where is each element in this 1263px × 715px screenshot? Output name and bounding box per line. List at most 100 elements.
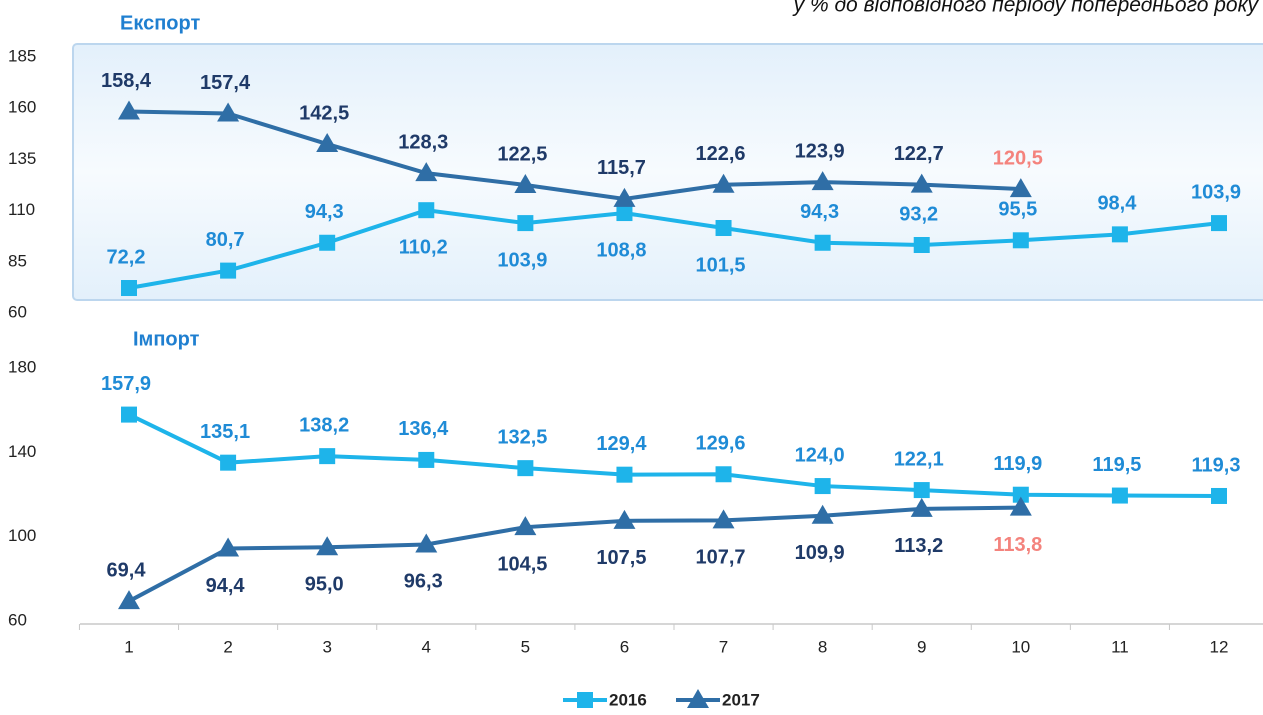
marker [1111, 487, 1128, 504]
data-label: 103,9 [497, 249, 547, 271]
data-label: 157,9 [101, 373, 151, 395]
data-label: 95,0 [305, 573, 344, 595]
legend-marker [687, 689, 709, 708]
marker [415, 162, 438, 182]
marker [1012, 232, 1029, 249]
data-label: 94,3 [305, 201, 344, 223]
data-label: 93,2 [899, 203, 938, 225]
marker [514, 516, 537, 536]
data-label: 119,9 [993, 453, 1042, 475]
line [128, 505, 1021, 603]
x-tick-label: 10 [1011, 637, 1030, 656]
legend-label: 2017 [722, 690, 760, 709]
marker [1009, 178, 1032, 198]
data-label: 103,9 [1191, 181, 1241, 203]
marker [316, 536, 339, 556]
data-label: 128,3 [398, 131, 448, 153]
data-label: 69,4 [107, 559, 147, 581]
marker [418, 202, 435, 219]
data-label: 109,9 [795, 542, 845, 564]
marker [517, 215, 534, 232]
data-label: 124,0 [795, 444, 845, 466]
marker [613, 509, 636, 529]
data-label: 135,1 [200, 421, 250, 443]
x-tick-label: 3 [322, 637, 331, 656]
line [128, 109, 1021, 201]
x-tick-label: 12 [1210, 637, 1229, 656]
marker [910, 173, 933, 193]
data-label: 129,4 [596, 433, 647, 455]
y-tick-label: 100 [8, 526, 36, 545]
data-label: 113,8 [993, 534, 1042, 556]
y-tick-label: 185 [8, 46, 36, 65]
data-label: 119,5 [1092, 454, 1141, 476]
marker [121, 280, 137, 297]
data-label: 104,5 [497, 553, 547, 575]
y-tick-label: 85 [8, 251, 27, 270]
marker [220, 262, 237, 279]
marker [910, 497, 933, 517]
data-label: 122,7 [894, 143, 944, 165]
data-label: 122,1 [894, 448, 944, 470]
x-tick-label: 7 [719, 637, 728, 656]
data-label: 107,5 [596, 547, 646, 569]
marker [220, 454, 237, 471]
marker [613, 187, 636, 207]
data-label: 107,7 [696, 547, 746, 569]
x-tick-label: 6 [620, 637, 629, 656]
data-label: 72,2 [107, 246, 146, 268]
marker [319, 234, 336, 251]
marker [913, 237, 930, 254]
data-label: 142,5 [299, 102, 349, 124]
data-label: 122,6 [696, 143, 746, 165]
data-label: 158,4 [101, 70, 152, 92]
legend-marker [577, 692, 593, 708]
marker [316, 133, 339, 153]
x-tick-label: 11 [1111, 637, 1129, 656]
marker [814, 234, 831, 251]
marker [118, 100, 140, 120]
marker [319, 448, 336, 465]
x-tick-label: 9 [917, 637, 926, 656]
marker [811, 504, 834, 524]
data-label: 129,6 [696, 433, 746, 455]
data-label: 123,9 [795, 140, 845, 162]
line [128, 208, 1220, 290]
data-label: 108,8 [596, 239, 646, 261]
x-tick-label: 4 [422, 637, 431, 656]
data-label: 94,3 [800, 201, 839, 223]
data-label: 115,7 [597, 157, 646, 179]
y-tick-label: 160 [8, 98, 36, 117]
marker [1211, 215, 1227, 232]
marker [811, 171, 834, 191]
data-label: 101,5 [696, 254, 746, 276]
marker [415, 533, 438, 553]
marker [616, 205, 633, 222]
data-label: 95,5 [998, 199, 1037, 221]
data-label: 119,3 [1192, 454, 1241, 476]
marker [1009, 496, 1032, 516]
data-label: 94,4 [206, 575, 246, 597]
data-label: 157,4 [200, 72, 251, 94]
chart-title: Імпорт [133, 328, 200, 350]
marker [118, 590, 140, 610]
y-tick-label: 140 [8, 442, 36, 461]
marker [715, 220, 732, 237]
data-label: 132,5 [497, 426, 547, 448]
marker [715, 466, 732, 483]
marker [217, 537, 240, 557]
marker [712, 173, 735, 193]
data-label: 136,4 [398, 418, 449, 440]
marker [121, 406, 137, 423]
data-label: 98,4 [1097, 193, 1137, 215]
marker [814, 478, 831, 495]
marker [517, 460, 534, 477]
data-label: 110,2 [399, 236, 448, 258]
chart-title: Експорт [120, 12, 200, 34]
y-tick-label: 110 [8, 200, 35, 219]
y-tick-label: 60 [8, 302, 27, 321]
legend-label: 2016 [609, 690, 647, 709]
marker [913, 482, 930, 499]
subtitle: у % до відповідного періоду попереднього… [792, 0, 1260, 17]
